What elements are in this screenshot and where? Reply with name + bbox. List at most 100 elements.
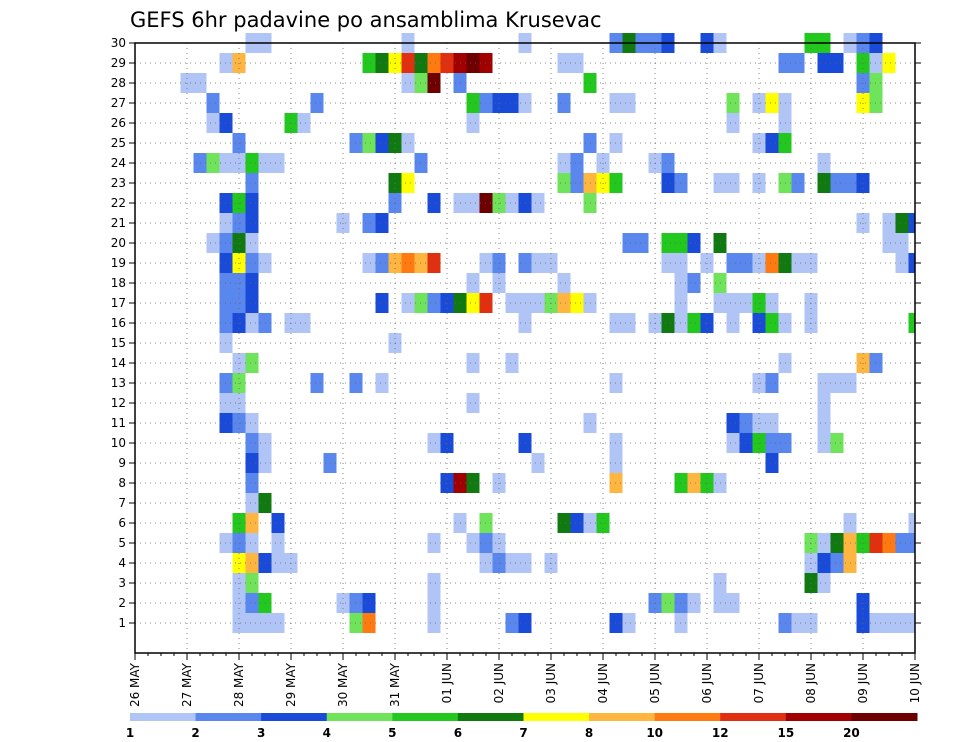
heatmap-cell [765, 293, 779, 313]
heatmap-cell [375, 253, 389, 273]
heatmap-cell [401, 293, 415, 313]
y-tick-label: 2 [118, 596, 126, 610]
y-tick-label: 12 [111, 396, 126, 410]
heatmap-cell [531, 453, 545, 473]
x-tick-label: 27 MAY [180, 662, 194, 707]
heatmap-cell [206, 113, 220, 133]
heatmap-cell [245, 453, 259, 473]
heatmap-cell [687, 473, 701, 493]
x-tick-label: 31 MAY [388, 662, 402, 707]
heatmap-cell [401, 253, 415, 273]
y-tick-label: 8 [118, 476, 126, 490]
heatmap-cell [401, 133, 415, 153]
heatmap-cell [557, 273, 571, 293]
heatmap-cell [505, 193, 519, 213]
heatmap-cell [908, 533, 915, 553]
x-tick-label: 26 MAY [128, 662, 142, 707]
y-tick-label: 14 [111, 356, 126, 370]
x-tick-label: 10 JUN [908, 663, 922, 703]
heatmap-cell [726, 313, 740, 333]
heatmap-cell [687, 593, 701, 613]
heatmap-cell [726, 413, 740, 433]
y-tick-label: 9 [118, 456, 126, 470]
heatmap-cell [245, 213, 259, 233]
y-tick-label: 16 [111, 316, 126, 330]
heatmap-cell [427, 293, 441, 313]
legend-label: 4 [323, 726, 331, 740]
y-tick-label: 23 [111, 176, 126, 190]
x-tick-label: 06 JUN [700, 663, 714, 703]
heatmap-cell [531, 193, 545, 213]
heatmap-cell [427, 73, 441, 93]
heatmap-cell [570, 173, 584, 193]
y-tick-label: 10 [111, 436, 126, 450]
heatmap-cell [557, 153, 571, 173]
heatmap-cell [791, 53, 805, 73]
legend-label: 6 [454, 726, 462, 740]
y-tick-label: 28 [111, 76, 126, 90]
legend-label: 12 [712, 726, 729, 740]
heatmap-cell [375, 373, 389, 393]
heatmap-cell [466, 293, 480, 313]
heatmap-cell [505, 353, 519, 373]
heatmap-cell [505, 553, 532, 573]
heatmap-cells [180, 33, 915, 633]
x-tick-label: 01 JUN [440, 663, 454, 703]
heatmap-cell [219, 393, 246, 413]
x-tick-label: 30 MAY [336, 662, 350, 707]
legend-label: 2 [191, 726, 199, 740]
heatmap-cell [284, 313, 311, 333]
heatmap-cell [245, 513, 259, 533]
y-tick-label: 20 [111, 236, 126, 250]
heatmap-cell [245, 593, 259, 613]
x-tick-label: 03 JUN [544, 663, 558, 703]
heatmap-cell [661, 593, 675, 613]
heatmap-cell [362, 593, 376, 613]
legend-label: 10 [646, 726, 663, 740]
heatmap-cell [713, 593, 740, 613]
heatmap-cell [427, 53, 441, 73]
y-tick-label: 21 [111, 216, 126, 230]
legend-swatch [654, 713, 721, 721]
heatmap-cell [180, 73, 207, 93]
heatmap-cell [882, 213, 896, 233]
heatmap-cell [817, 373, 857, 393]
legend-label: 15 [777, 726, 794, 740]
heatmap-cell [765, 453, 779, 473]
heatmap-cell [401, 73, 415, 93]
heatmap-cell [310, 373, 324, 393]
heatmap-cell [245, 153, 259, 173]
heatmap-cell [466, 53, 480, 73]
x-tick-label: 07 JUN [752, 663, 766, 703]
legend-label: 8 [585, 726, 593, 740]
legend-swatch [457, 713, 524, 721]
y-tick-label: 3 [118, 576, 126, 590]
heatmap-cell [817, 573, 831, 593]
x-tick-label: 08 JUN [804, 663, 818, 703]
heatmap-cell [869, 613, 915, 633]
heatmap-cell [882, 533, 896, 553]
x-tick-label: 28 MAY [232, 662, 246, 707]
y-tick-label: 27 [111, 96, 126, 110]
heatmap-cell [401, 173, 415, 193]
heatmap-cell [531, 293, 545, 313]
legend-swatch [130, 713, 197, 721]
heatmap-cell [570, 293, 584, 313]
legend-label: 20 [843, 726, 860, 740]
heatmap-cell [765, 313, 779, 333]
heatmap-cell [466, 273, 480, 293]
y-tick-label: 13 [111, 376, 126, 390]
heatmap-cell [817, 553, 831, 573]
y-tick-label: 11 [111, 416, 126, 430]
heatmap-cell [908, 213, 915, 233]
y-tick-label: 17 [111, 296, 126, 310]
heatmap-cell [466, 473, 480, 493]
legend-swatch [195, 713, 262, 721]
x-axis-ticks: 26 MAY 27 MAY 28 MAY 29 MAY 30 MAY 31 MAY 01 J… [128, 653, 922, 707]
legend-swatch [589, 713, 656, 721]
heatmap-cell [791, 173, 805, 193]
heatmap-cell [466, 93, 480, 113]
legend-swatch [785, 713, 852, 721]
heatmap-cell [427, 533, 441, 553]
heatmap-cell [427, 193, 441, 213]
